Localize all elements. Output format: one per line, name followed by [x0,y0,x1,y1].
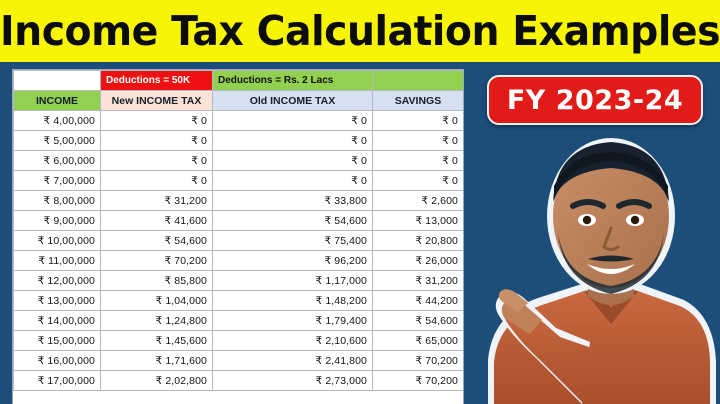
cell-new-tax[interactable]: ₹ 0 [100,170,213,191]
cell-old-tax[interactable]: ₹ 2,10,600 [212,330,373,351]
cell-savings[interactable]: ₹ 70,200 [372,370,463,391]
cell-new-tax[interactable]: ₹ 1,45,600 [100,330,213,351]
cell-old-tax[interactable]: ₹ 0 [212,130,373,151]
presenter-illustration [488,138,716,404]
cell-old-tax[interactable]: ₹ 0 [212,170,373,191]
cell-income[interactable]: ₹ 11,00,000 [13,250,101,271]
column-header-savings[interactable]: SAVINGS [372,90,463,111]
cell-old-tax[interactable]: ₹ 1,17,000 [212,270,373,291]
group-header-new-regime: Deductions = 50K [100,70,213,91]
face [553,144,669,288]
group-header-blank-right [372,70,463,91]
group-header-old-regime: Deductions = Rs. 2 Lacs [212,70,373,91]
hair [553,142,669,202]
cell-savings[interactable]: ₹ 2,600 [372,190,463,211]
table-row[interactable]: ₹ 15,00,000 ₹ 1,45,600 ₹ 2,10,600 ₹ 65,0… [13,330,463,351]
cell-savings[interactable]: ₹ 26,000 [372,250,463,271]
cell-old-tax[interactable]: ₹ 54,600 [212,210,373,231]
cell-old-tax[interactable]: ₹ 2,73,000 [212,370,373,391]
table-row[interactable]: ₹ 9,00,000 ₹ 41,600 ₹ 54,600 ₹ 13,000 [13,210,463,231]
cell-new-tax[interactable]: ₹ 41,600 [100,210,213,231]
table-row[interactable]: ₹ 11,00,000 ₹ 70,200 ₹ 96,200 ₹ 26,000 [13,250,463,271]
fiscal-year-label: FY 2023-24 [506,84,684,116]
cell-income[interactable]: ₹ 14,00,000 [13,310,101,331]
cell-income[interactable]: ₹ 12,00,000 [13,270,101,291]
table-row[interactable]: ₹ 8,00,000 ₹ 31,200 ₹ 33,800 ₹ 2,600 [13,190,463,211]
cell-income[interactable]: ₹ 4,00,000 [13,110,101,131]
cell-old-tax[interactable]: ₹ 1,48,200 [212,290,373,311]
table-row[interactable]: ₹ 12,00,000 ₹ 85,800 ₹ 1,17,000 ₹ 31,200 [13,270,463,291]
cell-income[interactable]: ₹ 15,00,000 [13,330,101,351]
cell-savings[interactable]: ₹ 20,800 [372,230,463,251]
cell-new-tax[interactable]: ₹ 1,71,600 [100,350,213,371]
hand [501,299,542,334]
cell-new-tax[interactable]: ₹ 31,200 [100,190,213,211]
table-row[interactable]: ₹ 5,00,000 ₹ 0 ₹ 0 ₹ 0 [13,130,463,151]
cell-old-tax[interactable]: ₹ 1,79,400 [212,310,373,331]
cell-savings[interactable]: ₹ 44,200 [372,290,463,311]
cell-savings[interactable]: ₹ 0 [372,150,463,171]
cell-income[interactable]: ₹ 5,00,000 [13,130,101,151]
table-row[interactable]: ₹ 4,00,000 ₹ 0 ₹ 0 ₹ 0 [13,110,463,131]
smile [587,264,635,274]
cell-savings[interactable]: ₹ 0 [372,110,463,131]
cell-old-tax[interactable]: ₹ 0 [212,110,373,131]
cell-savings[interactable]: ₹ 13,000 [372,210,463,231]
cell-new-tax[interactable]: ₹ 2,02,800 [100,370,213,391]
cell-old-tax[interactable]: ₹ 33,800 [212,190,373,211]
cell-income[interactable]: ₹ 17,00,000 [13,370,101,391]
column-header-row: INCOME New INCOME TAX Old INCOME TAX SAV… [13,90,463,111]
cell-savings[interactable]: ₹ 54,600 [372,310,463,331]
table-row[interactable]: ₹ 16,00,000 ₹ 1,71,600 ₹ 2,41,800 ₹ 70,2… [13,350,463,371]
cell-new-tax[interactable]: ₹ 85,800 [100,270,213,291]
cell-income[interactable]: ₹ 6,00,000 [13,150,101,171]
sheet-grid: Deductions = 50K Deductions = Rs. 2 Lacs… [13,70,463,391]
cell-savings[interactable]: ₹ 70,200 [372,350,463,371]
cell-savings[interactable]: ₹ 0 [372,130,463,151]
cell-new-tax[interactable]: ₹ 0 [100,130,213,151]
column-header-income[interactable]: INCOME [13,90,101,111]
table-row[interactable]: ₹ 17,00,000 ₹ 2,02,800 ₹ 2,73,000 ₹ 70,2… [13,370,463,391]
cell-new-tax[interactable]: ₹ 70,200 [100,250,213,271]
fiscal-year-badge: FY 2023-24 [487,75,703,125]
table-row[interactable]: ₹ 13,00,000 ₹ 1,04,000 ₹ 1,48,200 ₹ 44,2… [13,290,463,311]
pointing-finger [498,289,528,312]
cell-savings[interactable]: ₹ 31,200 [372,270,463,291]
cell-savings[interactable]: ₹ 65,000 [372,330,463,351]
shirt [494,291,710,404]
cell-old-tax[interactable]: ₹ 96,200 [212,250,373,271]
cell-old-tax[interactable]: ₹ 2,41,800 [212,350,373,371]
cell-income[interactable]: ₹ 13,00,000 [13,290,101,311]
cell-new-tax[interactable]: ₹ 54,600 [100,230,213,251]
title-banner: Income Tax Calculation Examples [0,0,720,62]
group-header-row: Deductions = 50K Deductions = Rs. 2 Lacs [13,70,463,91]
presenter-outline [488,138,716,404]
tax-comparison-table[interactable]: Deductions = 50K Deductions = Rs. 2 Lacs… [13,70,463,404]
cell-income[interactable]: ₹ 8,00,000 [13,190,101,211]
page-title: Income Tax Calculation Examples [0,7,720,55]
table-row[interactable]: ₹ 14,00,000 ₹ 1,24,800 ₹ 1,79,400 ₹ 54,6… [13,310,463,331]
cell-income[interactable]: ₹ 10,00,000 [13,230,101,251]
sheet-body: Deductions = 50K Deductions = Rs. 2 Lacs… [13,70,463,391]
cell-new-tax[interactable]: ₹ 1,04,000 [100,290,213,311]
column-header-old-tax[interactable]: Old INCOME TAX [212,90,373,111]
cell-income[interactable]: ₹ 16,00,000 [13,350,101,371]
cell-old-tax[interactable]: ₹ 0 [212,150,373,171]
table-row[interactable]: ₹ 7,00,000 ₹ 0 ₹ 0 ₹ 0 [13,170,463,191]
cell-new-tax[interactable]: ₹ 1,24,800 [100,310,213,331]
table-row[interactable]: ₹ 10,00,000 ₹ 54,600 ₹ 75,400 ₹ 20,800 [13,230,463,251]
cell-income[interactable]: ₹ 7,00,000 [13,170,101,191]
column-header-new-tax[interactable]: New INCOME TAX [100,90,213,111]
cell-income[interactable]: ₹ 9,00,000 [13,210,101,231]
table-row[interactable]: ₹ 6,00,000 ₹ 0 ₹ 0 ₹ 0 [13,150,463,171]
cell-new-tax[interactable]: ₹ 0 [100,110,213,131]
cell-savings[interactable]: ₹ 0 [372,170,463,191]
cell-old-tax[interactable]: ₹ 75,400 [212,230,373,251]
cell-new-tax[interactable]: ₹ 0 [100,150,213,171]
presenter-photo [470,128,720,404]
group-header-blank-left [13,70,101,91]
